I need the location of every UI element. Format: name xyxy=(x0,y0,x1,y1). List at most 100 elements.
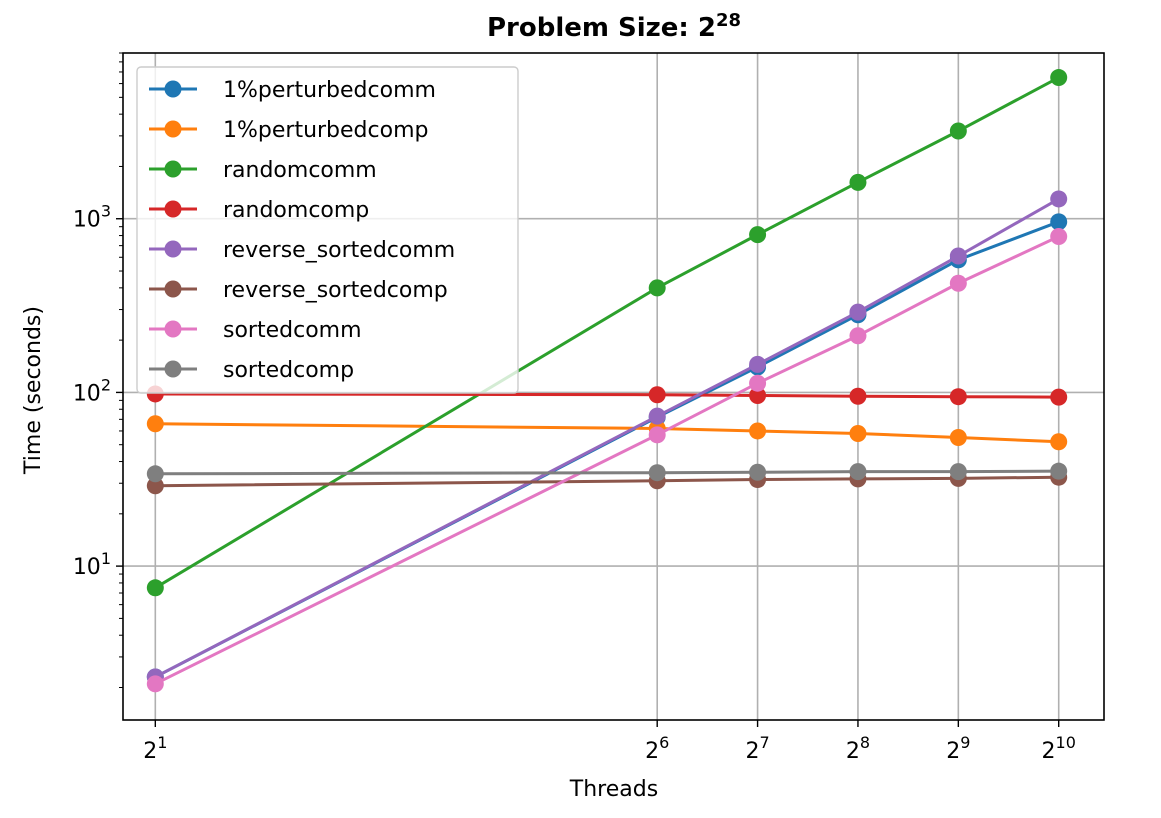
legend-label: reverse_sortedcomm xyxy=(223,238,455,263)
data-point xyxy=(949,429,967,447)
data-point xyxy=(146,465,164,483)
data-point xyxy=(1050,190,1068,208)
chart-title: Problem Size: 228 xyxy=(487,10,741,43)
data-point xyxy=(849,463,867,481)
series-line xyxy=(154,197,1060,679)
legend-label: 1%perturbedcomp xyxy=(223,118,428,143)
legend-label: 1%perturbedcomm xyxy=(223,78,436,103)
legend-box xyxy=(136,66,519,394)
y-tick-label: 101 xyxy=(73,549,111,580)
y-tick-label: 102 xyxy=(73,375,111,406)
series-line xyxy=(154,76,1060,590)
y-tick-base: 10 xyxy=(73,381,101,406)
x-tick-label: 27 xyxy=(745,733,769,764)
legend-label: randomcomm xyxy=(223,158,377,183)
x-tick-exponent: 6 xyxy=(659,733,669,752)
legend-marker xyxy=(164,80,182,98)
y-tick-label: 103 xyxy=(73,202,111,233)
data-point xyxy=(949,247,967,265)
legend-label: randomcomp xyxy=(223,198,369,223)
series-sortedcomp xyxy=(146,462,1068,483)
x-tick-base: 2 xyxy=(645,739,659,764)
legend-marker xyxy=(164,200,182,218)
y-tick-base: 10 xyxy=(73,208,101,233)
data-point xyxy=(648,426,666,444)
data-point xyxy=(1050,213,1068,231)
data-point xyxy=(849,303,867,321)
x-tick-exponent: 8 xyxy=(860,733,870,752)
chart-title-text: Problem Size: 2 xyxy=(487,13,716,43)
legend-marker xyxy=(164,120,182,138)
x-axis-label: Threads xyxy=(569,777,658,802)
legend-marker xyxy=(164,240,182,258)
series-line xyxy=(155,469,1059,476)
legend-marker xyxy=(164,280,182,298)
data-point xyxy=(1050,462,1068,480)
data-point xyxy=(949,274,967,292)
data-point xyxy=(949,463,967,481)
data-point xyxy=(849,173,867,191)
y-tick-exponent: 3 xyxy=(101,202,111,221)
data-point xyxy=(749,422,767,440)
data-point xyxy=(648,279,666,297)
data-point xyxy=(749,355,767,373)
plot-frame xyxy=(122,52,1105,721)
data-point xyxy=(1050,69,1068,87)
data-point xyxy=(749,374,767,392)
data-point xyxy=(648,464,666,482)
data-point xyxy=(146,477,164,495)
x-tick-base: 2 xyxy=(946,739,960,764)
x-tick-base: 2 xyxy=(143,739,157,764)
legend-label: sortedcomm xyxy=(223,318,362,343)
legend: 1%perturbedcomm 1%perturbedcomp randomcomm… xyxy=(136,66,519,394)
data-point xyxy=(749,387,767,405)
data-point xyxy=(849,387,867,405)
series-randomcomm xyxy=(146,69,1068,597)
x-tick-label: 26 xyxy=(645,733,669,764)
legend-marker xyxy=(164,360,182,378)
series-randomcomp xyxy=(146,385,1068,406)
data-point xyxy=(1050,433,1068,451)
data-point xyxy=(146,579,164,597)
data-point xyxy=(749,463,767,481)
x-tick-label: 28 xyxy=(846,733,870,764)
y-tick-base: 10 xyxy=(73,555,101,580)
grid xyxy=(123,53,1104,720)
x-tick-exponent: 1 xyxy=(157,733,167,752)
x-tick-exponent: 9 xyxy=(960,733,970,752)
series-sortedcomm xyxy=(146,228,1068,693)
data-point xyxy=(146,415,164,433)
series-layer xyxy=(146,69,1068,693)
series-reverse_sortedcomm xyxy=(146,190,1068,686)
data-point xyxy=(949,388,967,406)
legend-label: reverse_sortedcomp xyxy=(223,278,448,303)
legend-marker xyxy=(164,320,182,338)
series-line xyxy=(155,422,1059,444)
legend-marker xyxy=(164,160,182,178)
series-line xyxy=(155,475,1059,488)
x-tick-base: 2 xyxy=(846,739,860,764)
series-line xyxy=(154,235,1060,686)
data-point xyxy=(849,425,867,443)
x-tick-label: 210 xyxy=(1042,733,1076,764)
x-tick-base: 2 xyxy=(745,739,759,764)
y-tick-exponent: 2 xyxy=(101,375,111,394)
data-point xyxy=(1050,228,1068,246)
y-tick-exponent: 1 xyxy=(101,549,111,568)
legend-label: sortedcomp xyxy=(223,358,354,383)
data-point xyxy=(1050,388,1068,406)
series-line xyxy=(155,392,1059,399)
chart-title-superscript: 28 xyxy=(716,10,741,31)
series-1%perturbedcomp xyxy=(146,415,1068,451)
x-tick-label: 29 xyxy=(946,733,970,764)
data-point xyxy=(648,386,666,404)
data-point xyxy=(849,327,867,345)
x-tick-base: 2 xyxy=(1042,739,1056,764)
data-point xyxy=(749,226,767,244)
x-tick-exponent: 7 xyxy=(759,733,769,752)
data-point xyxy=(146,675,164,693)
x-tick-label: 21 xyxy=(143,733,167,764)
x-tick-exponent: 10 xyxy=(1056,733,1076,752)
